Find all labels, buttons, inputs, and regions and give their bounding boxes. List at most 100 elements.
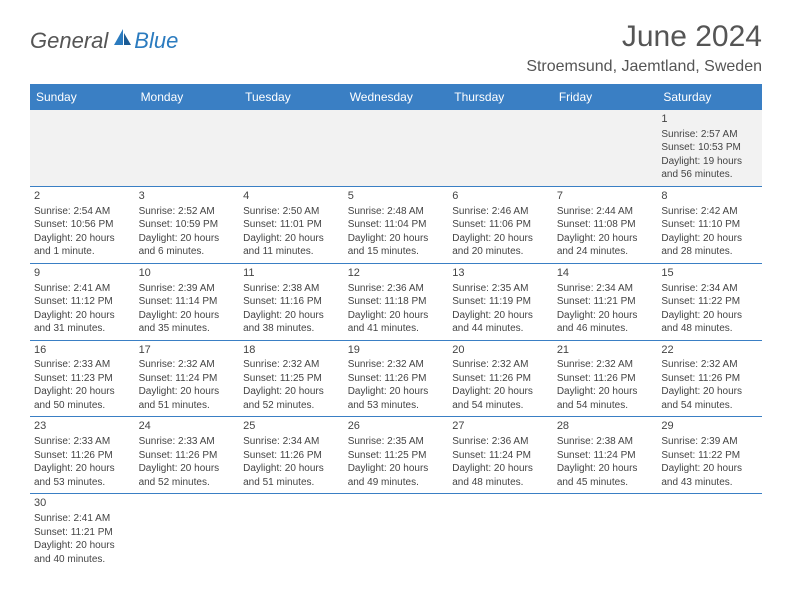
- sunrise-text: Sunrise: 2:50 AM: [243, 205, 340, 219]
- calendar-week-row: 30Sunrise: 2:41 AMSunset: 11:21 PMDaylig…: [30, 494, 762, 570]
- calendar-week-row: 2Sunrise: 2:54 AMSunset: 10:56 PMDayligh…: [30, 186, 762, 263]
- daylight-text: Daylight: 20 hours and 51 minutes.: [139, 385, 236, 412]
- sunrise-text: Sunrise: 2:42 AM: [661, 205, 758, 219]
- sunrise-text: Sunrise: 2:34 AM: [557, 282, 654, 296]
- sunset-text: Sunset: 11:04 PM: [348, 218, 445, 232]
- daylight-text: Daylight: 20 hours and 52 minutes.: [243, 385, 340, 412]
- col-header: Sunday: [30, 84, 135, 110]
- sunrise-text: Sunrise: 2:46 AM: [452, 205, 549, 219]
- calendar-cell: [448, 494, 553, 570]
- day-number: 13: [452, 266, 549, 281]
- day-number: 26: [348, 419, 445, 434]
- calendar-cell: 30Sunrise: 2:41 AMSunset: 11:21 PMDaylig…: [30, 494, 135, 570]
- day-number: 18: [243, 343, 340, 358]
- sunset-text: Sunset: 10:53 PM: [661, 141, 758, 155]
- daylight-text: Daylight: 20 hours and 6 minutes.: [139, 232, 236, 259]
- sunrise-text: Sunrise: 2:32 AM: [452, 358, 549, 372]
- sunset-text: Sunset: 11:25 PM: [243, 372, 340, 386]
- calendar-cell: 11Sunrise: 2:38 AMSunset: 11:16 PMDaylig…: [239, 263, 344, 340]
- sunrise-text: Sunrise: 2:32 AM: [348, 358, 445, 372]
- day-number: 11: [243, 266, 340, 281]
- calendar-cell: [553, 110, 658, 186]
- sunset-text: Sunset: 10:59 PM: [139, 218, 236, 232]
- daylight-text: Daylight: 20 hours and 54 minutes.: [452, 385, 549, 412]
- sunrise-text: Sunrise: 2:36 AM: [452, 435, 549, 449]
- sunset-text: Sunset: 11:26 PM: [452, 372, 549, 386]
- calendar-cell: 22Sunrise: 2:32 AMSunset: 11:26 PMDaylig…: [657, 340, 762, 417]
- sunrise-text: Sunrise: 2:35 AM: [348, 435, 445, 449]
- calendar-cell: 6Sunrise: 2:46 AMSunset: 11:06 PMDayligh…: [448, 186, 553, 263]
- sail-icon: [112, 27, 134, 52]
- daylight-text: Daylight: 20 hours and 38 minutes.: [243, 309, 340, 336]
- sunrise-text: Sunrise: 2:32 AM: [243, 358, 340, 372]
- calendar-cell: [657, 494, 762, 570]
- calendar-cell: [448, 110, 553, 186]
- sunrise-text: Sunrise: 2:39 AM: [661, 435, 758, 449]
- sunset-text: Sunset: 11:14 PM: [139, 295, 236, 309]
- sunrise-text: Sunrise: 2:48 AM: [348, 205, 445, 219]
- day-number: 1: [661, 112, 758, 127]
- day-number: 27: [452, 419, 549, 434]
- day-number: 6: [452, 189, 549, 204]
- sunset-text: Sunset: 11:26 PM: [348, 372, 445, 386]
- sunrise-text: Sunrise: 2:38 AM: [243, 282, 340, 296]
- sunset-text: Sunset: 11:08 PM: [557, 218, 654, 232]
- sunset-text: Sunset: 11:26 PM: [243, 449, 340, 463]
- daylight-text: Daylight: 20 hours and 35 minutes.: [139, 309, 236, 336]
- day-number: 14: [557, 266, 654, 281]
- calendar-cell: 5Sunrise: 2:48 AMSunset: 11:04 PMDayligh…: [344, 186, 449, 263]
- daylight-text: Daylight: 20 hours and 53 minutes.: [348, 385, 445, 412]
- calendar-cell: 17Sunrise: 2:32 AMSunset: 11:24 PMDaylig…: [135, 340, 240, 417]
- logo-text-2: Blue: [134, 28, 178, 54]
- sunset-text: Sunset: 11:01 PM: [243, 218, 340, 232]
- day-number: 28: [557, 419, 654, 434]
- sunrise-text: Sunrise: 2:33 AM: [34, 358, 131, 372]
- calendar-cell: 9Sunrise: 2:41 AMSunset: 11:12 PMDayligh…: [30, 263, 135, 340]
- col-header: Wednesday: [344, 84, 449, 110]
- daylight-text: Daylight: 20 hours and 54 minutes.: [557, 385, 654, 412]
- daylight-text: Daylight: 20 hours and 48 minutes.: [452, 462, 549, 489]
- logo-text-1: General: [30, 28, 108, 54]
- sunrise-text: Sunrise: 2:34 AM: [661, 282, 758, 296]
- calendar-cell: 12Sunrise: 2:36 AMSunset: 11:18 PMDaylig…: [344, 263, 449, 340]
- day-number: 21: [557, 343, 654, 358]
- sunrise-text: Sunrise: 2:32 AM: [139, 358, 236, 372]
- calendar-cell: 13Sunrise: 2:35 AMSunset: 11:19 PMDaylig…: [448, 263, 553, 340]
- sunset-text: Sunset: 11:21 PM: [34, 526, 131, 540]
- calendar-cell: [135, 110, 240, 186]
- sunrise-text: Sunrise: 2:57 AM: [661, 128, 758, 142]
- sunset-text: Sunset: 10:56 PM: [34, 218, 131, 232]
- day-number: 3: [139, 189, 236, 204]
- sunrise-text: Sunrise: 2:44 AM: [557, 205, 654, 219]
- calendar-header-row: Sunday Monday Tuesday Wednesday Thursday…: [30, 84, 762, 110]
- daylight-text: Daylight: 20 hours and 40 minutes.: [34, 539, 131, 566]
- sunset-text: Sunset: 11:26 PM: [139, 449, 236, 463]
- sunset-text: Sunset: 11:25 PM: [348, 449, 445, 463]
- sunset-text: Sunset: 11:21 PM: [557, 295, 654, 309]
- calendar-cell: 8Sunrise: 2:42 AMSunset: 11:10 PMDayligh…: [657, 186, 762, 263]
- calendar-cell: 14Sunrise: 2:34 AMSunset: 11:21 PMDaylig…: [553, 263, 658, 340]
- calendar-week-row: 16Sunrise: 2:33 AMSunset: 11:23 PMDaylig…: [30, 340, 762, 417]
- calendar-cell: 2Sunrise: 2:54 AMSunset: 10:56 PMDayligh…: [30, 186, 135, 263]
- day-number: 23: [34, 419, 131, 434]
- sunrise-text: Sunrise: 2:32 AM: [557, 358, 654, 372]
- sunrise-text: Sunrise: 2:41 AM: [34, 512, 131, 526]
- calendar-week-row: 9Sunrise: 2:41 AMSunset: 11:12 PMDayligh…: [30, 263, 762, 340]
- daylight-text: Daylight: 20 hours and 49 minutes.: [348, 462, 445, 489]
- sunset-text: Sunset: 11:16 PM: [243, 295, 340, 309]
- sunset-text: Sunset: 11:26 PM: [661, 372, 758, 386]
- daylight-text: Daylight: 20 hours and 24 minutes.: [557, 232, 654, 259]
- sunrise-text: Sunrise: 2:41 AM: [34, 282, 131, 296]
- day-number: 5: [348, 189, 445, 204]
- sunset-text: Sunset: 11:22 PM: [661, 449, 758, 463]
- sunset-text: Sunset: 11:23 PM: [34, 372, 131, 386]
- col-header: Monday: [135, 84, 240, 110]
- month-title: June 2024: [526, 20, 762, 54]
- sunset-text: Sunset: 11:12 PM: [34, 295, 131, 309]
- calendar-cell: 24Sunrise: 2:33 AMSunset: 11:26 PMDaylig…: [135, 417, 240, 494]
- calendar-cell: [239, 494, 344, 570]
- day-number: 19: [348, 343, 445, 358]
- calendar-cell: 28Sunrise: 2:38 AMSunset: 11:24 PMDaylig…: [553, 417, 658, 494]
- daylight-text: Daylight: 20 hours and 45 minutes.: [557, 462, 654, 489]
- day-number: 8: [661, 189, 758, 204]
